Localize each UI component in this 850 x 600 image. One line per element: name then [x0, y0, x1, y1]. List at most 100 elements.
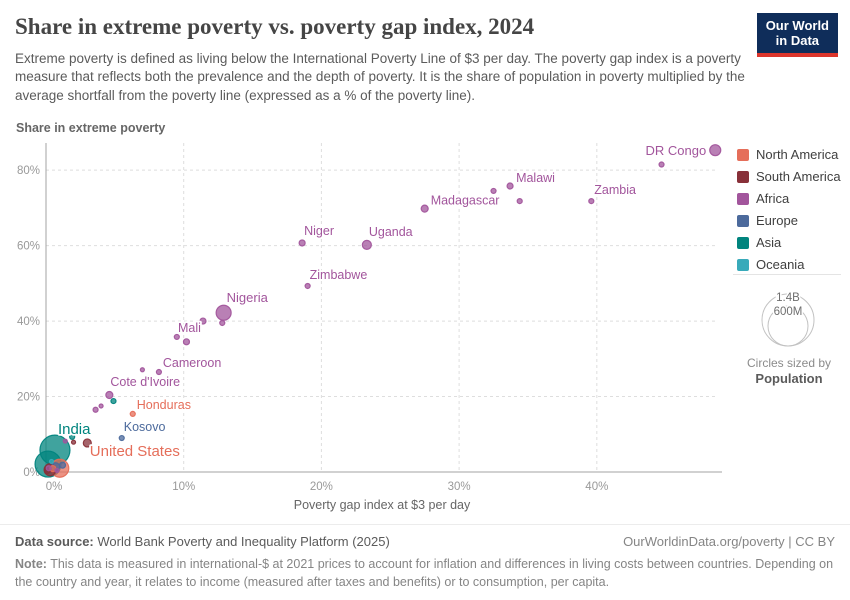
- legend-label: North America: [756, 147, 839, 162]
- legend-swatch-south-america: [737, 170, 749, 183]
- footnote-label: Note:: [15, 557, 47, 571]
- data-point[interactable]: [219, 319, 226, 327]
- country-label-mali[interactable]: Mali: [176, 319, 202, 337]
- data-point-kosovo[interactable]: [118, 434, 125, 442]
- x-tick-label-20: 20%: [310, 481, 333, 493]
- data-point[interactable]: [70, 439, 77, 445]
- data-point[interactable]: [516, 198, 523, 205]
- page-title: Share in extreme poverty vs. poverty gap…: [15, 14, 535, 39]
- chart-subtitle: Extreme poverty is defined as living bel…: [15, 51, 745, 103]
- data-point-zimbabwe[interactable]: [304, 282, 311, 290]
- legend-label: Africa: [756, 191, 790, 206]
- legend-item-north-america[interactable]: North America: [737, 147, 849, 162]
- data-point[interactable]: [54, 467, 60, 474]
- data-point-madagascar[interactable]: [420, 204, 429, 213]
- data-point[interactable]: [139, 367, 145, 373]
- legend-swatch-asia: [737, 236, 749, 249]
- data-source-value: World Bank Poverty and Inequality Platfo…: [93, 534, 390, 549]
- continent-legend: North America South America Africa Europe As…: [737, 147, 849, 279]
- data-point[interactable]: [48, 458, 55, 465]
- legend-swatch-oceania: [737, 258, 749, 271]
- data-point[interactable]: [45, 465, 52, 472]
- data-point-uganda[interactable]: [361, 239, 372, 250]
- data-point-cote-d-ivoire[interactable]: [105, 390, 114, 400]
- size-legend-inner-circle: [767, 305, 809, 347]
- data-point[interactable]: [58, 461, 67, 469]
- owid-logo-line2: in Data: [775, 32, 820, 48]
- data-point[interactable]: [92, 406, 99, 413]
- data-point[interactable]: [234, 292, 241, 299]
- data-point[interactable]: [199, 317, 207, 325]
- data-point[interactable]: [98, 403, 104, 409]
- x-axis-title: Poverty gap index at $3 per day: [293, 498, 471, 512]
- data-point-malawi[interactable]: [506, 182, 514, 190]
- data-point-niger[interactable]: [298, 239, 306, 247]
- data-point[interactable]: [110, 397, 117, 405]
- size-legend: 1.4B 600M Circles sized by Population: [733, 262, 845, 386]
- country-label-malawi[interactable]: Malawi: [514, 169, 556, 187]
- y-tick-label-80: 80%: [17, 165, 40, 177]
- y-tick-label-40: 40%: [17, 316, 40, 328]
- country-label-kosovo[interactable]: Kosovo: [122, 418, 167, 436]
- legend-label: South America: [756, 169, 841, 184]
- footnote-value: This data is measured in international-$…: [15, 557, 834, 589]
- country-label-zambia[interactable]: Zambia: [593, 181, 638, 199]
- owid-logo[interactable]: Our World in Data: [756, 13, 838, 57]
- legend-item-europe[interactable]: Europe: [737, 213, 849, 228]
- size-legend-circles: 1.4B 600M: [761, 291, 815, 347]
- legend-swatch-africa: [737, 192, 749, 205]
- x-tick-label-40: 40%: [585, 481, 608, 493]
- legend-swatch-north-america: [737, 148, 749, 161]
- data-point[interactable]: [173, 333, 180, 341]
- data-point-zambia[interactable]: [588, 198, 595, 205]
- country-label-united-states[interactable]: United States: [88, 441, 182, 462]
- legend-label: Asia: [756, 235, 782, 250]
- data-point-honduras[interactable]: [129, 410, 136, 417]
- data-point-nigeria[interactable]: [215, 304, 232, 321]
- data-point-cameroon[interactable]: [155, 368, 163, 376]
- size-legend-outer-label: 1.4B: [776, 292, 800, 304]
- country-label-madagascar[interactable]: Madagascar: [429, 192, 501, 210]
- y-tick-label-60: 60%: [17, 241, 40, 253]
- x-tick-label-10: 10%: [172, 481, 195, 493]
- size-legend-caption-bold: Population: [755, 371, 823, 386]
- data-source-label: Data source:: [15, 534, 94, 549]
- legend-item-africa[interactable]: Africa: [737, 191, 849, 206]
- data-source-line: Data source: World Bank Poverty and Ineq…: [15, 534, 390, 549]
- legend-label: Oceania: [756, 257, 805, 272]
- country-label-uganda[interactable]: Uganda: [367, 223, 414, 241]
- data-point[interactable]: [69, 433, 76, 441]
- data-point[interactable]: [658, 161, 665, 168]
- legend-item-asia[interactable]: Asia: [737, 235, 849, 250]
- legend-item-south-america[interactable]: South America: [737, 169, 849, 184]
- size-legend-inner-label: 600M: [774, 306, 803, 318]
- y-axis-title: Share in extreme poverty: [16, 121, 166, 135]
- x-tick-label-0: 0%: [46, 481, 63, 493]
- country-label-cameroon[interactable]: Cameroon: [161, 354, 223, 372]
- legend-divider: [733, 274, 841, 275]
- country-label-cote-d-ivoire[interactable]: Cote d'Ivoire: [109, 373, 182, 391]
- y-tick-label-20: 20%: [17, 392, 40, 404]
- footnote: Note: This data is measured in internati…: [15, 556, 835, 591]
- size-legend-caption: Circles sized by: [746, 356, 832, 370]
- country-label-zimbabwe[interactable]: Zimbabwe: [308, 266, 369, 284]
- legend-label: Europe: [756, 213, 798, 228]
- data-point-dr-congo[interactable]: [709, 144, 722, 157]
- data-point[interactable]: [490, 187, 497, 195]
- data-point[interactable]: [62, 438, 68, 444]
- country-label-nigeria[interactable]: Nigeria: [225, 288, 270, 307]
- country-label-dr-congo[interactable]: DR Congo: [644, 141, 708, 160]
- owid-link[interactable]: OurWorldinData.org/poverty | CC BY: [623, 534, 835, 549]
- country-label-india[interactable]: India: [56, 419, 93, 440]
- owid-logo-line1: Our World: [765, 18, 829, 33]
- x-tick-label-30: 30%: [448, 481, 471, 493]
- data-point[interactable]: [82, 438, 92, 448]
- country-label-honduras[interactable]: Honduras: [135, 396, 193, 414]
- legend-swatch-europe: [737, 214, 749, 227]
- chart-footer: Data source: World Bank Poverty and Ineq…: [0, 524, 850, 600]
- legend-item-oceania[interactable]: Oceania: [737, 257, 849, 272]
- data-point-mali[interactable]: [182, 338, 191, 346]
- country-label-niger[interactable]: Niger: [302, 222, 335, 240]
